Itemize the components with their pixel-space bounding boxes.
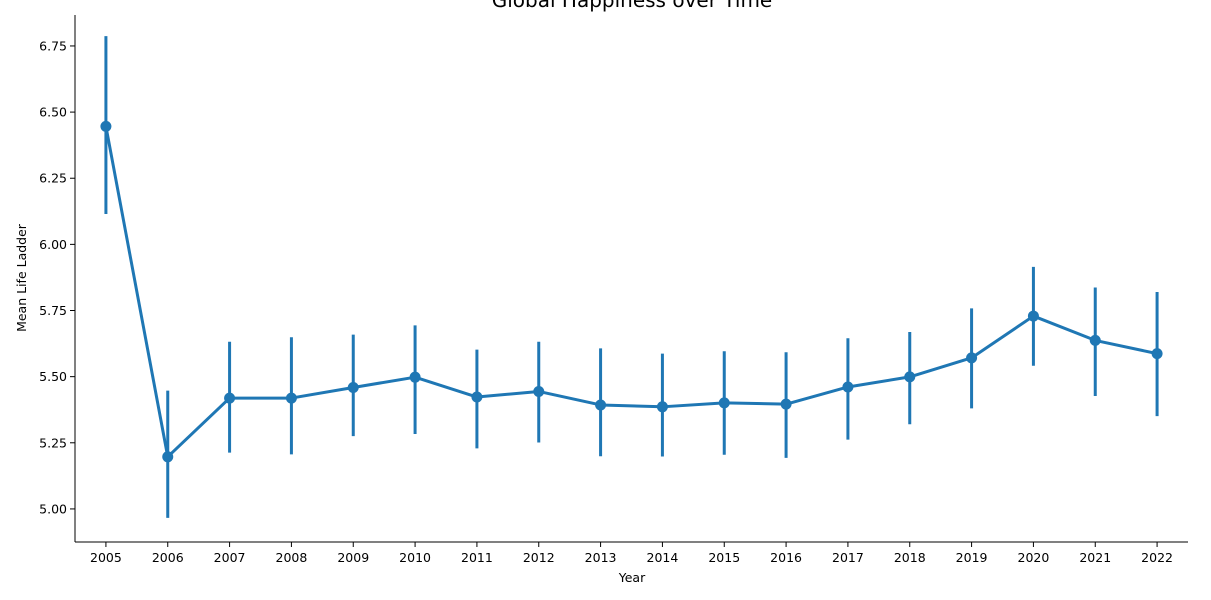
data-point [718, 397, 730, 409]
x-tick-label: 2015 [708, 550, 740, 565]
data-point [595, 399, 607, 411]
data-point [162, 451, 174, 463]
x-tick-label: 2007 [214, 550, 246, 565]
y-axis-label: Mean Life Ladder [14, 223, 29, 332]
y-tick-label: 6.00 [39, 237, 67, 252]
error-bars [104, 36, 1159, 518]
y-tick-label: 5.75 [39, 303, 67, 318]
x-tick-label: 2018 [894, 550, 926, 565]
data-point [904, 371, 916, 383]
data-points [100, 120, 1163, 463]
data-point [533, 385, 545, 397]
y-tick-label: 6.50 [39, 105, 67, 120]
y-tick-label: 5.25 [39, 435, 67, 450]
x-tick-label: 2011 [461, 550, 493, 565]
x-tick-label: 2021 [1079, 550, 1111, 565]
data-point [656, 401, 668, 413]
x-tick-label: 2014 [647, 550, 679, 565]
x-tick-label: 2006 [152, 550, 184, 565]
x-tick-label: 2022 [1141, 550, 1173, 565]
chart-title: Global Happiness over Time [492, 0, 772, 12]
x-tick-label: 2005 [90, 550, 122, 565]
data-point [780, 398, 792, 410]
data-point [224, 392, 236, 404]
data-point [1151, 348, 1163, 360]
x-tick-label: 2016 [770, 550, 802, 565]
x-tick-label: 2012 [523, 550, 555, 565]
x-axis-ticks: 2005 2006 2007 2008 2009 2010 2011 2012 2013 2014… [90, 542, 1173, 565]
y-tick-label: 6.75 [39, 38, 67, 53]
series-line [104, 126, 1158, 459]
x-tick-label: 2017 [832, 550, 864, 565]
y-axis-ticks: 5.00 5.25 5.50 5.75 6.00 6.25 6.50 6.75 [39, 38, 75, 516]
data-point [347, 381, 359, 393]
data-point [471, 391, 483, 403]
y-tick-label: 5.00 [39, 501, 67, 516]
data-point [409, 371, 421, 383]
x-tick-label: 2013 [585, 550, 617, 565]
data-point [842, 381, 854, 393]
data-point [1027, 310, 1039, 322]
y-tick-label: 5.50 [39, 369, 67, 384]
x-tick-label: 2008 [276, 550, 308, 565]
data-point [285, 392, 297, 404]
data-point [966, 352, 978, 364]
x-axis-label: Year [618, 570, 646, 585]
x-tick-label: 2010 [399, 550, 431, 565]
data-point [100, 120, 112, 132]
x-tick-label: 2009 [337, 550, 369, 565]
data-point [1089, 334, 1101, 346]
x-tick-label: 2020 [1018, 550, 1050, 565]
x-tick-label: 2019 [956, 550, 988, 565]
y-tick-label: 6.25 [39, 171, 67, 186]
